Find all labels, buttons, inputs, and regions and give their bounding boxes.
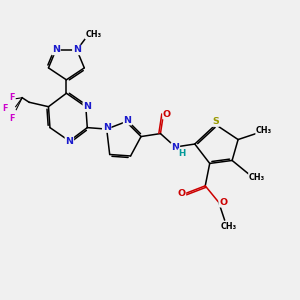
Text: F: F [2, 104, 8, 113]
Text: N: N [73, 46, 81, 55]
Text: N: N [171, 143, 179, 152]
Text: O: O [219, 198, 227, 207]
Text: N: N [83, 102, 91, 111]
Text: CH₃: CH₃ [256, 126, 272, 135]
Text: F: F [9, 93, 14, 102]
Text: N: N [124, 116, 132, 124]
Text: H: H [178, 149, 186, 158]
Text: O: O [163, 110, 171, 119]
Text: N: N [103, 123, 111, 132]
Text: S: S [212, 117, 219, 126]
Text: CH₃: CH₃ [85, 30, 101, 39]
Text: CH₃: CH₃ [249, 173, 265, 182]
Text: CH₃: CH₃ [221, 222, 237, 231]
Text: N: N [65, 136, 74, 146]
Text: O: O [177, 189, 185, 198]
Text: F: F [9, 113, 14, 122]
Text: N: N [52, 46, 60, 55]
